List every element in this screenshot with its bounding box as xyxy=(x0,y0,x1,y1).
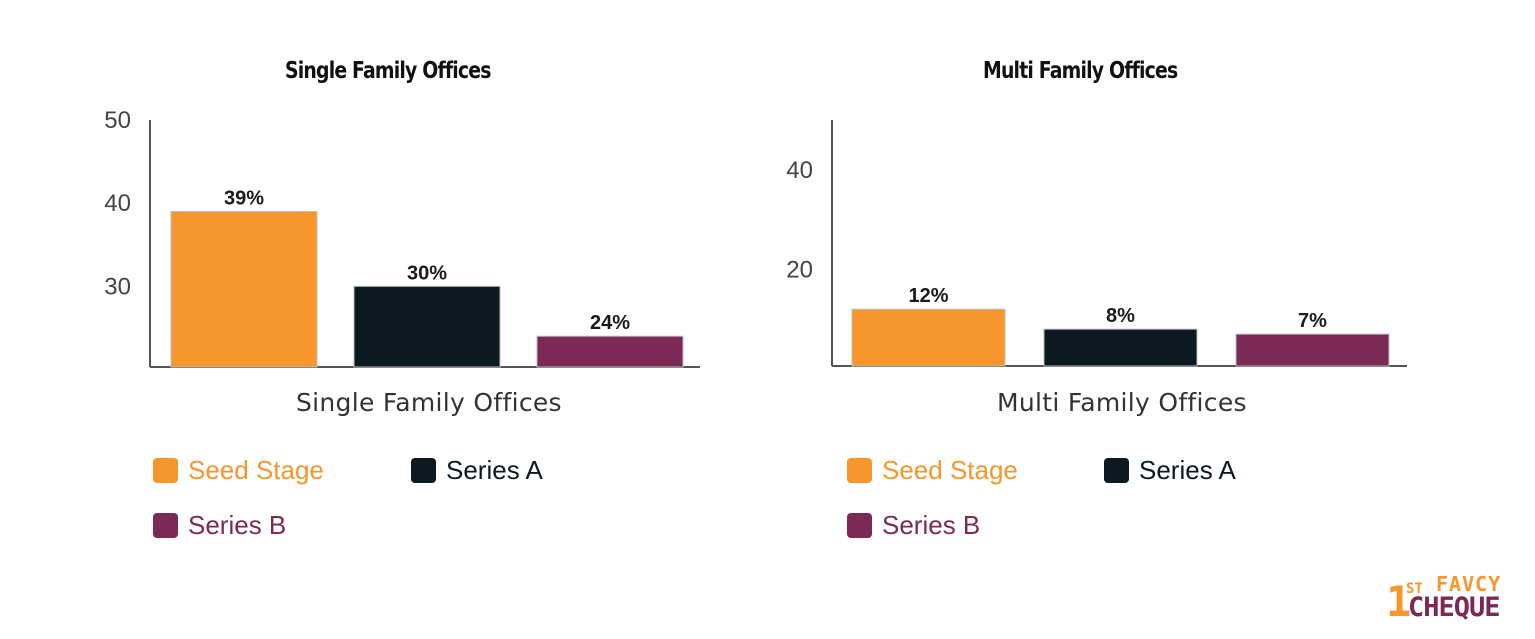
y-tick-label: 20 xyxy=(786,256,813,283)
legend-swatch-seed xyxy=(847,458,872,483)
bar-series-a xyxy=(1043,328,1198,367)
legend-label: Seed Stage xyxy=(188,455,324,485)
chart-plot-area: 20 40 12% 8% 7% xyxy=(786,120,1407,367)
chart-multi-family-offices: Multi Family Offices 20 40 12% 8% 7% Multi F… xyxy=(760,0,1535,560)
legend-label: Series B xyxy=(188,510,287,540)
chart-title: Single Family Offices xyxy=(285,58,491,84)
y-tick-label: 30 xyxy=(104,273,131,300)
chart-title: Multi Family Offices xyxy=(983,58,1178,84)
y-tick-label: 50 xyxy=(104,107,131,134)
logo-brand: FAVCY xyxy=(1436,572,1502,596)
y-tick-label: 40 xyxy=(104,190,131,217)
brand-logo: 1 ST FAVCY CHEQUE xyxy=(1384,572,1524,628)
legend-swatch-series-a xyxy=(411,458,436,483)
bar-data-label: 30% xyxy=(407,262,447,284)
legend-label: Series A xyxy=(1139,455,1236,485)
legend-item-series-b: Series B xyxy=(153,510,286,541)
legend-label: Series B xyxy=(882,510,981,540)
bar-data-label: 39% xyxy=(224,187,264,209)
bar-data-label: 8% xyxy=(1106,305,1135,327)
legend-item-series-a: Series A xyxy=(411,455,543,486)
legend-swatch-series-b xyxy=(153,513,178,538)
logo-st: ST xyxy=(1406,581,1423,597)
y-tick-label: 40 xyxy=(786,157,813,184)
x-axis-label: Multi Family Offices xyxy=(997,388,1247,417)
logo-one: 1 xyxy=(1386,577,1412,626)
bar-data-label: 12% xyxy=(908,285,948,307)
legend-item-series-b: Series B xyxy=(847,510,980,541)
legend-label: Seed Stage xyxy=(882,455,1018,485)
legend-swatch-series-b xyxy=(847,513,872,538)
legend-item-seed-stage: Seed Stage xyxy=(153,455,324,486)
bar-series-b xyxy=(536,335,684,368)
legend-swatch-series-a xyxy=(1104,458,1129,483)
bar-data-label: 24% xyxy=(590,312,630,334)
chart-plot-area: 30 40 50 39% 30% 24% xyxy=(104,107,700,368)
legend-item-seed-stage: Seed Stage xyxy=(847,455,1018,486)
chart-single-family-offices: Single Family Offices 30 40 50 39% 30% 24% Si… xyxy=(0,0,760,560)
legend-item-series-a: Series A xyxy=(1104,455,1236,486)
bar-series-a xyxy=(353,285,501,368)
logo-cheque: CHEQUE xyxy=(1408,592,1501,623)
bar-seed-stage xyxy=(170,210,318,368)
bar-series-b xyxy=(1235,333,1390,367)
x-axis-label: Single Family Offices xyxy=(296,388,562,417)
legend-label: Series A xyxy=(446,455,543,485)
legend-swatch-seed xyxy=(153,458,178,483)
bar-data-label: 7% xyxy=(1298,310,1327,332)
bar-seed-stage xyxy=(851,308,1006,367)
